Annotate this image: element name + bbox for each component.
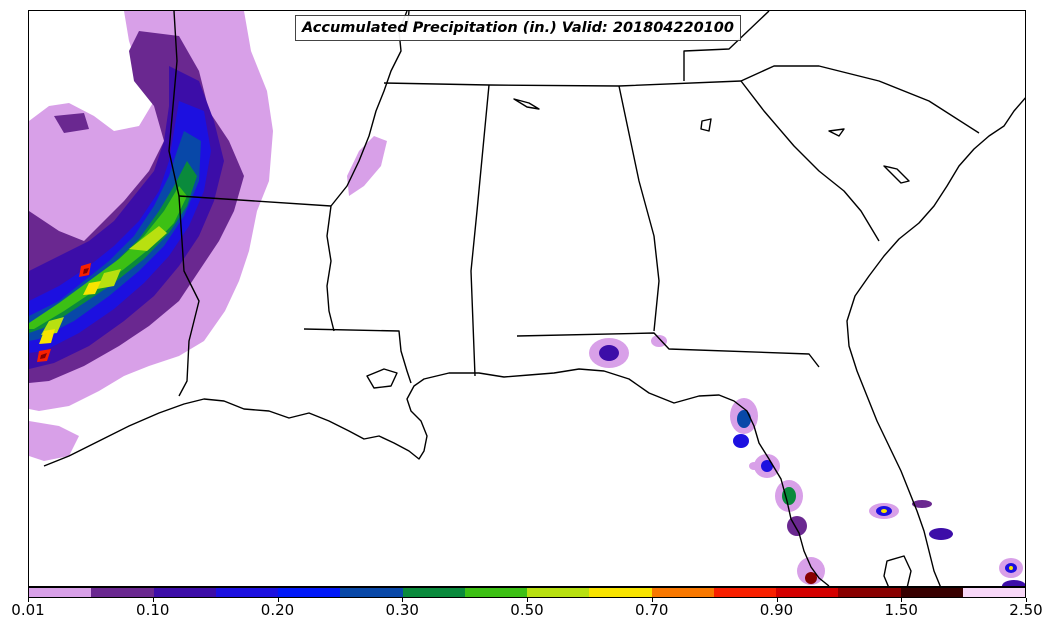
colorbar-segment xyxy=(91,588,154,597)
colorbar-tick xyxy=(277,598,279,602)
precip-area xyxy=(54,113,89,133)
precip-area xyxy=(41,226,167,335)
precip-area xyxy=(797,557,825,585)
colorbar-segment xyxy=(278,588,341,597)
colorbar-segment xyxy=(776,588,839,597)
state-border xyxy=(178,195,200,397)
map-title: Accumulated Precipitation (in.) Valid: 2… xyxy=(295,15,741,41)
precip-area xyxy=(1009,566,1013,570)
colorbar-segment xyxy=(215,588,278,597)
state-border xyxy=(303,328,412,384)
colorbar-labels: 0.01 0.10 0.20 0.30 0.50 0.70 0.90 1.50 2.50 xyxy=(0,601,1054,623)
atlantic-coastline xyxy=(846,97,1025,586)
colorbar-label: 0.50 xyxy=(510,601,544,619)
state-border xyxy=(470,84,490,377)
state-border xyxy=(178,195,332,207)
precip-area xyxy=(749,462,759,470)
colorbar-segment xyxy=(713,588,776,597)
colorbar-segment xyxy=(340,588,403,597)
colorbar-segment xyxy=(527,588,590,597)
colorbar-tick xyxy=(527,598,528,602)
state-border xyxy=(740,65,980,134)
colorbar-segment xyxy=(29,588,92,597)
precip-area xyxy=(347,136,387,196)
colorbar-label: 0.01 xyxy=(11,601,45,619)
boundaries xyxy=(43,11,1025,586)
colorbar-segment xyxy=(651,588,714,597)
colorbar-tick xyxy=(402,598,404,602)
colorbar-label: 2.50 xyxy=(1009,601,1043,619)
precip-area xyxy=(761,460,773,472)
precip-area xyxy=(733,434,749,448)
precip-area xyxy=(651,335,667,347)
gulf-coastline xyxy=(43,368,830,586)
state-border xyxy=(383,80,742,87)
precip-area xyxy=(599,345,619,361)
precip-area xyxy=(29,421,79,461)
precip-area xyxy=(782,487,796,505)
colorbar-tick xyxy=(1026,598,1027,602)
state-border xyxy=(168,11,180,197)
lake-outline xyxy=(700,118,712,132)
precip-area xyxy=(881,509,887,513)
colorbar-segment xyxy=(589,588,652,597)
colorbar-tick xyxy=(651,598,653,602)
precip-area xyxy=(39,281,101,344)
state-border xyxy=(618,85,660,332)
colorbar-tick xyxy=(152,598,154,602)
colorbar-tick xyxy=(901,598,903,602)
precip-cells-east xyxy=(589,335,1025,586)
precip-area xyxy=(929,528,953,540)
precip-band-west xyxy=(29,11,387,461)
lake-outline xyxy=(883,165,910,184)
precip-area xyxy=(787,516,807,536)
colorbar-segment xyxy=(900,588,963,597)
precip-area xyxy=(737,410,751,428)
precipitation-map xyxy=(29,11,1025,586)
colorbar-label: 0.10 xyxy=(136,601,170,619)
lake-okeechobee xyxy=(883,555,912,586)
precip-area xyxy=(805,572,817,584)
map-panel xyxy=(28,10,1026,587)
mississippi-river-border xyxy=(326,11,408,332)
colorbar-label: 1.50 xyxy=(884,601,918,619)
colorbar-segment xyxy=(838,588,901,597)
colorbar-label: 0.30 xyxy=(385,601,419,619)
state-border xyxy=(683,11,770,81)
colorbar-label: 0.70 xyxy=(635,601,669,619)
colorbar-tick xyxy=(776,598,778,602)
lake-outline xyxy=(366,368,398,389)
colorbar-segment xyxy=(153,588,216,597)
colorbar-segment xyxy=(464,588,527,597)
colorbar xyxy=(28,587,1026,598)
precip-area xyxy=(1002,580,1025,586)
state-border xyxy=(740,80,880,242)
colorbar-segment xyxy=(402,588,465,597)
colorbar-label: 0.20 xyxy=(260,601,295,619)
lake-outline xyxy=(513,98,540,110)
state-border xyxy=(516,332,820,368)
precip-area xyxy=(29,186,187,329)
precip-area xyxy=(912,500,932,508)
colorbar-label: 0.90 xyxy=(759,601,794,619)
lake-outline xyxy=(828,128,845,137)
colorbar-segment xyxy=(962,588,1025,597)
colorbar-tick xyxy=(28,598,29,602)
